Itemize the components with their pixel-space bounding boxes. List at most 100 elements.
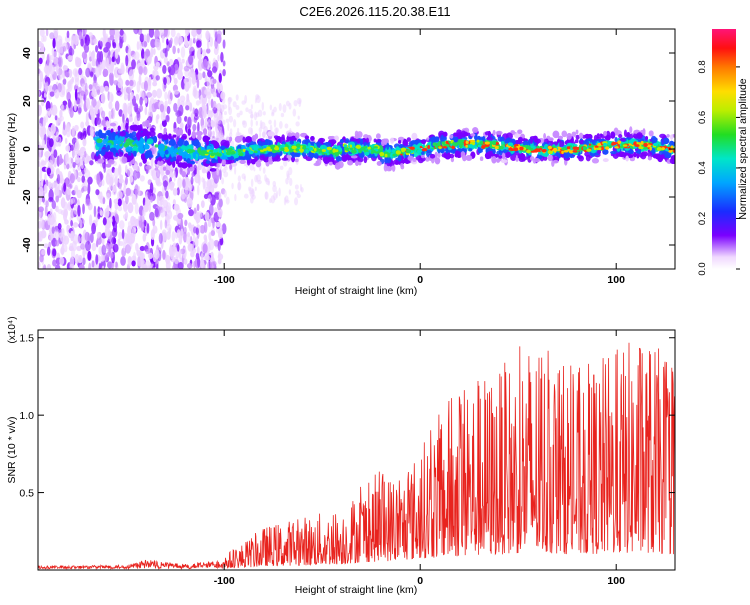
noise-blob [139,215,145,225]
noise-blob [131,227,137,239]
noise-blob [156,263,159,269]
core-blob [661,147,665,150]
noise-blob [192,247,197,254]
noise-blob [255,94,260,100]
band-blob [154,167,159,171]
noise-blob [57,82,62,93]
noise-blob [79,98,83,108]
noise-blob [99,210,104,217]
noise-blob [194,108,199,117]
band-blob [117,125,121,131]
core-blob [280,147,285,151]
noise-blob [43,35,47,42]
noise-blob [206,179,212,191]
noise-blob [241,120,246,125]
noise-blob [46,53,50,66]
band-blob [193,139,200,145]
band-blob [479,156,484,162]
band-blob [182,145,187,150]
noise-blob [41,160,47,166]
band-blob [291,132,296,137]
band-blob [139,137,145,144]
band-blob [172,160,176,168]
noise-blob [55,168,60,176]
noise-blob [62,121,66,131]
noise-blob [69,263,75,269]
noise-blob [231,182,234,190]
noise-blob [51,182,58,189]
band-blob [391,164,396,172]
noise-blob [228,106,233,116]
noise-blob [125,164,128,174]
band-blob [510,130,515,134]
band-blob [664,152,668,159]
noise-blob [106,57,109,70]
band-blob [506,151,511,158]
band-blob [125,122,129,131]
band-blob [197,147,201,154]
band-blob [109,122,117,127]
band-blob [501,140,505,145]
noise-blob [112,243,119,253]
noise-blob [101,244,107,256]
band-blob [319,138,324,145]
noise-blob [214,31,218,42]
noise-blob [39,29,45,38]
noise-blob [195,227,199,236]
noise-blob [216,202,222,211]
band-blob [538,151,542,156]
band-blob [341,154,348,162]
band-blob [114,135,119,141]
band-blob [139,162,143,167]
noise-blob [38,232,41,242]
core-blob [363,145,368,149]
noise-blob [210,85,215,95]
noise-blob [259,131,262,139]
noise-blob [48,60,53,69]
noise-blob [89,104,94,116]
noise-blob [73,100,77,112]
core-blob [230,150,236,155]
core-blob [417,149,423,153]
noise-blob [250,104,253,110]
noise-blob [88,84,93,90]
core-blob [314,147,317,152]
noise-blob [214,37,218,50]
noise-blob [173,36,179,46]
band-blob [191,131,197,139]
band-blob [650,147,656,154]
noise-blob [65,145,71,152]
band-blob [501,152,506,160]
band-blob [486,136,493,141]
noise-blob [225,196,230,205]
noise-blob [172,188,178,196]
band-blob [398,139,402,144]
band-blob [154,144,159,148]
band-blob [591,158,600,164]
band-blob [135,125,142,131]
band-blob [172,134,177,138]
noise-blob [53,29,59,38]
noise-blob [167,98,172,105]
band-blob [584,133,590,139]
band-blob [149,130,156,137]
noise-blob [97,64,102,73]
noise-blob [146,57,151,66]
noise-blob [186,197,193,208]
noise-blob [130,215,136,226]
band-blob [619,138,626,142]
noise-blob [87,250,92,261]
band-blob [457,133,461,139]
noise-blob [208,127,211,135]
band-blob [472,127,479,133]
band-blob [132,146,138,152]
noise-blob [44,151,51,158]
band-blob [251,135,257,142]
noise-blob [107,217,113,224]
noise-blob [254,186,257,191]
noise-blob [210,119,214,128]
core-blob [588,143,592,146]
noise-blob [152,253,157,263]
noise-blob [131,54,137,60]
band-blob [328,156,332,162]
